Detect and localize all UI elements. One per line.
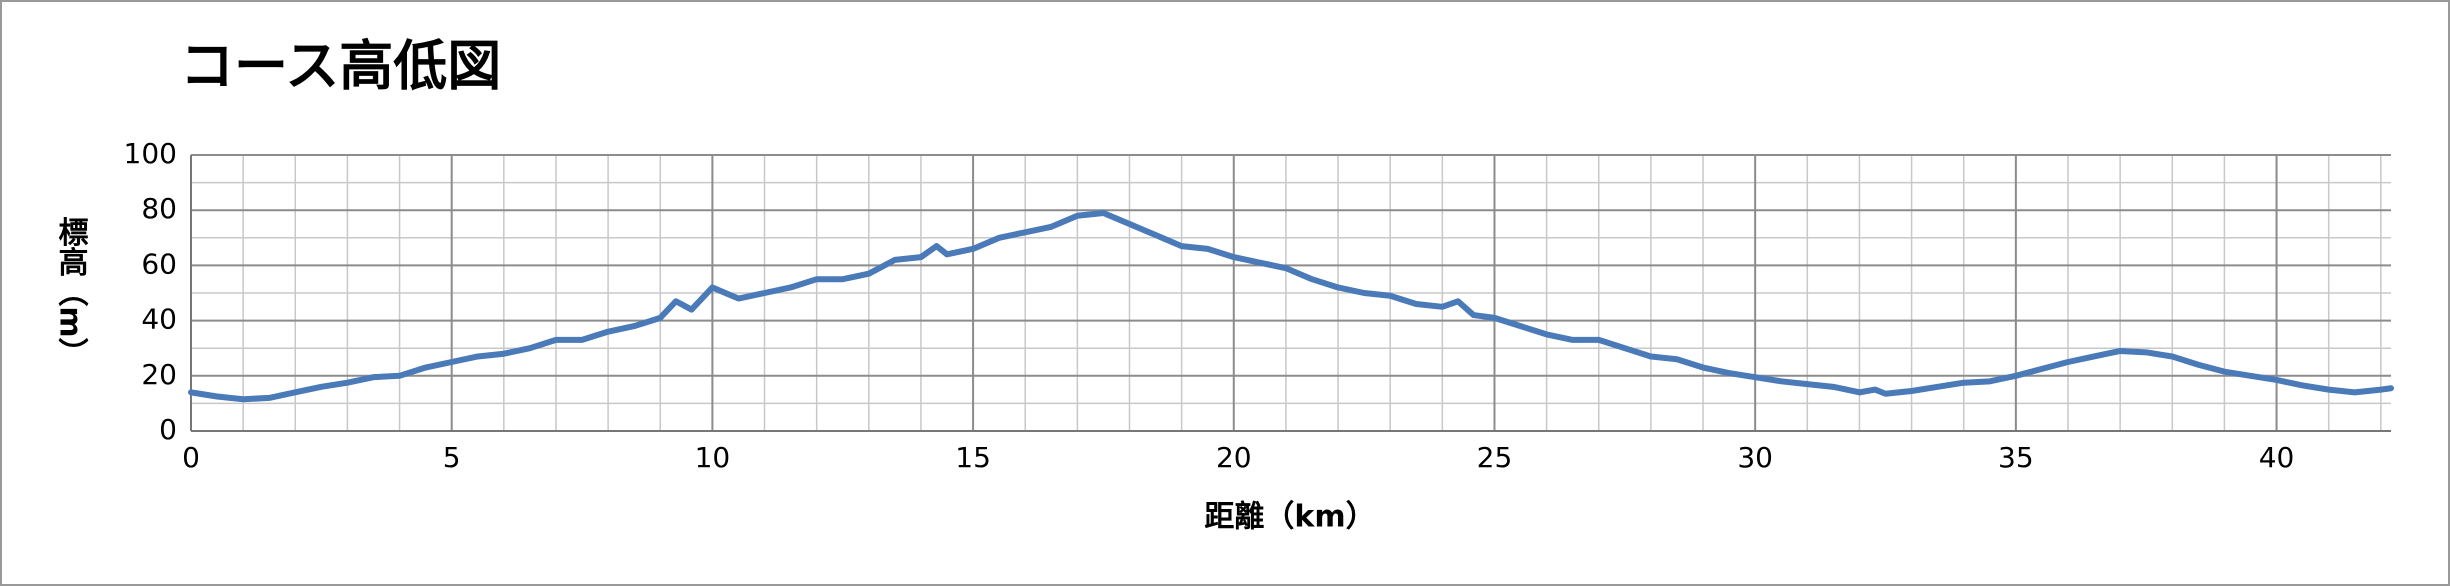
elevation-line	[188, 209, 2394, 403]
x-tick-label: 0	[182, 441, 200, 474]
y-tick-label: 20	[141, 358, 177, 391]
x-tick-label: 15	[955, 441, 991, 474]
y-tick-label: 40	[141, 303, 177, 336]
x-tick-label: 30	[1737, 441, 1773, 474]
x-tick-label: 40	[2259, 441, 2295, 474]
x-tick-label: 35	[1998, 441, 2034, 474]
y-tick-label: 0	[159, 413, 177, 446]
x-tick-label: 20	[1216, 441, 1252, 474]
y-tick-label: 60	[141, 247, 177, 280]
y-tick-label: 100	[124, 137, 177, 170]
x-axis-label: 距離（km）	[1204, 500, 1375, 535]
x-tick-label: 5	[443, 441, 461, 474]
y-axis-label: 標高（m）	[53, 216, 89, 367]
x-tick-label: 10	[695, 441, 731, 474]
y-tick-label: 80	[141, 192, 177, 225]
chart-title: コース高低図	[180, 35, 501, 98]
x-tick-label: 25	[1477, 441, 1513, 474]
